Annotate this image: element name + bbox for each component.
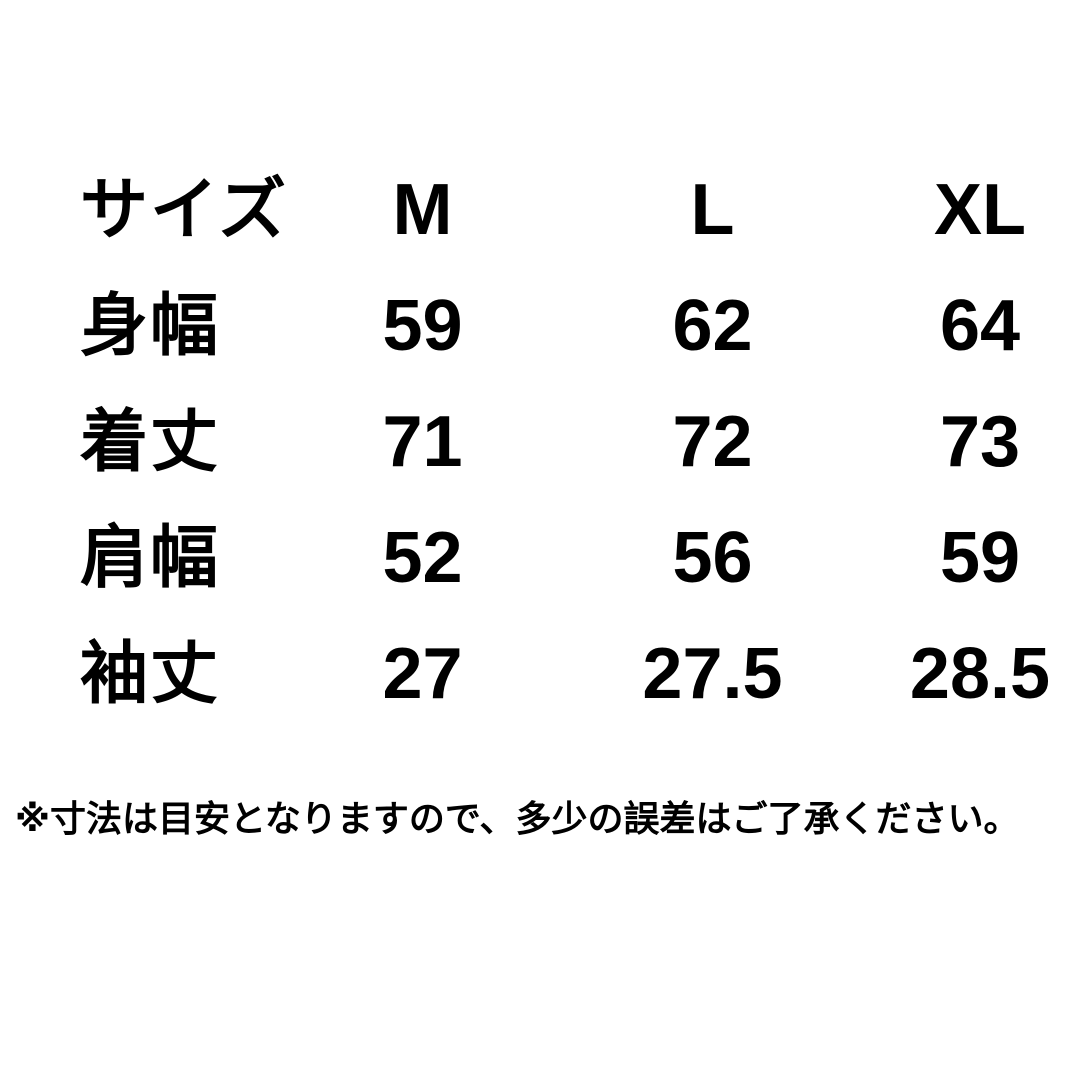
row-body-width-xl: 64 [939,286,1021,366]
row-length-label: 着丈 [80,404,221,480]
row-shoulder-width-xl: 59 [939,518,1021,598]
row-sleeve-length-m: 27 [382,634,463,714]
header-size-xl: XL [933,170,1026,250]
row-body-width-l: 62 [672,286,753,366]
header-size-l: L [690,170,735,250]
row-length-m: 71 [382,402,463,482]
row-shoulder-width-l: 56 [672,518,753,598]
disclaimer-note: ※寸法は目安となりますので、多少の誤差はご了承ください。 [15,798,1020,839]
row-shoulder-width-label: 肩幅 [80,520,221,596]
row-sleeve-length-xl: 28.5 [909,634,1051,714]
row-body-width-label: 身幅 [80,288,221,364]
row-length-xl: 73 [939,402,1021,482]
row-length-l: 72 [672,402,753,482]
size-table: サイズ M L XL 身幅 59 62 64 着丈 71 72 73 肩幅 52… [80,170,1051,714]
row-sleeve-length-label: 袖丈 [80,636,221,712]
row-sleeve-length-l: 27.5 [642,634,783,714]
header-size-label: サイズ [80,172,288,248]
row-shoulder-width-m: 52 [382,518,463,598]
row-body-width-m: 59 [382,286,463,366]
header-size-m: M [392,170,453,250]
